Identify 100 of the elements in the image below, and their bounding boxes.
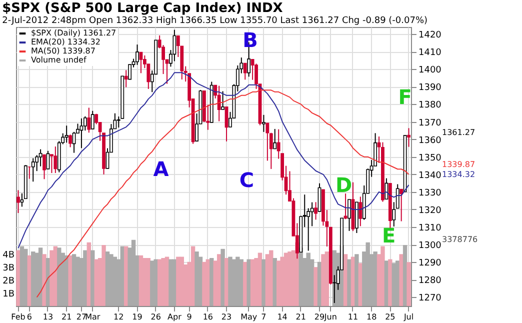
x-tick-label: Mar bbox=[85, 312, 101, 322]
x-tick-label: 18 bbox=[366, 312, 377, 322]
y-tick-label: 1290 bbox=[418, 258, 442, 269]
bar bbox=[262, 259, 266, 306]
candlestick bbox=[54, 146, 58, 174]
bar bbox=[68, 255, 72, 306]
candlestick bbox=[80, 118, 84, 149]
candlestick bbox=[273, 128, 277, 150]
bar bbox=[388, 259, 392, 306]
legend-label: Volume undef bbox=[31, 56, 86, 64]
y-tick-label: 1400 bbox=[418, 66, 442, 76]
annotation: B bbox=[242, 28, 258, 52]
y-tick-label: 1340 bbox=[418, 170, 442, 181]
candlestick bbox=[269, 132, 273, 170]
bar bbox=[102, 245, 106, 306]
y-tick-label: 1390 bbox=[418, 83, 442, 94]
x-tick-label: 13 bbox=[42, 312, 54, 322]
candlestick bbox=[87, 107, 91, 134]
x-tick-label: 26 bbox=[150, 312, 161, 322]
x-tick-label: 27 bbox=[76, 312, 87, 322]
candlestick bbox=[64, 125, 68, 144]
bar bbox=[406, 262, 411, 306]
x-tick-label: 29 bbox=[314, 312, 325, 322]
bar bbox=[236, 256, 240, 306]
y-tick-label: 1310 bbox=[418, 224, 442, 234]
bar bbox=[142, 258, 147, 306]
y-tick-label: 1320 bbox=[418, 206, 442, 216]
candlestick bbox=[262, 114, 266, 132]
candlestick bbox=[243, 62, 247, 80]
chart-title: $SPX (S&P 500 Large Cap Index) INDX bbox=[2, 1, 283, 16]
y2-tick-label: 3B bbox=[2, 264, 14, 274]
x-tick-label: 6 bbox=[26, 312, 32, 322]
x-tick-label: 14 bbox=[277, 312, 288, 322]
bar bbox=[347, 259, 352, 306]
bar bbox=[373, 252, 378, 306]
candlestick bbox=[266, 122, 270, 162]
bar bbox=[154, 259, 158, 306]
y2-tick-label: 4B bbox=[2, 250, 14, 261]
candlestick bbox=[42, 154, 46, 180]
annotation: A bbox=[153, 157, 170, 182]
y-tick-label: 1380 bbox=[418, 100, 442, 111]
x-tick-label: Feb bbox=[11, 312, 26, 322]
x-tick-label: 7 bbox=[261, 312, 266, 322]
candlestick bbox=[358, 196, 362, 227]
legend-label: EMA(20) 1334.32 bbox=[31, 38, 100, 46]
annotation: F bbox=[398, 85, 412, 110]
y-tick-label: 1410 bbox=[418, 48, 442, 58]
x-tick-label: 12 bbox=[114, 312, 124, 322]
bar bbox=[109, 254, 114, 306]
bar bbox=[168, 259, 173, 306]
y-tick-label: 1280 bbox=[418, 276, 442, 286]
bar bbox=[16, 250, 20, 306]
x-tick-label: 25 bbox=[385, 312, 396, 322]
bar bbox=[399, 254, 404, 306]
bar bbox=[321, 254, 326, 306]
bar bbox=[324, 252, 330, 306]
candlestick bbox=[139, 52, 143, 74]
candlestick bbox=[314, 202, 318, 220]
bar bbox=[176, 256, 180, 306]
y2-tick-label: 1B bbox=[2, 290, 14, 300]
bar bbox=[228, 256, 232, 306]
text: 1361.27 bbox=[442, 128, 476, 138]
text: 3378776 bbox=[442, 234, 478, 244]
y-tick-label: 1270 bbox=[418, 294, 442, 304]
bar bbox=[210, 258, 214, 306]
x-tick-label: Jun bbox=[323, 312, 337, 322]
candlestick bbox=[217, 85, 221, 122]
candlestick bbox=[221, 90, 224, 110]
bar bbox=[202, 262, 206, 306]
y2-tick-label: 2B bbox=[2, 276, 14, 287]
x-tick-label: 23 bbox=[221, 312, 232, 322]
text: 1334.32 bbox=[442, 170, 476, 179]
x-tick-label: 16 bbox=[202, 312, 214, 322]
y-tick-label: 1300 bbox=[418, 241, 442, 252]
annotation: C bbox=[239, 168, 254, 192]
line-series bbox=[36, 90, 410, 298]
bar bbox=[83, 250, 88, 306]
bar bbox=[94, 259, 98, 306]
x-tick-label: 21 bbox=[61, 312, 72, 322]
y-tick-label: 1360 bbox=[418, 136, 442, 146]
y-tick-label: 1350 bbox=[418, 153, 442, 164]
bar bbox=[288, 252, 292, 306]
legend-label: $SPX (Daily) 1361.27 bbox=[31, 28, 116, 38]
text: 1339.87 bbox=[442, 160, 476, 170]
bar bbox=[246, 259, 251, 306]
candlestick bbox=[400, 188, 404, 222]
x-tick-label: May bbox=[240, 312, 258, 322]
bar bbox=[76, 256, 80, 306]
annotation: E bbox=[382, 223, 396, 248]
bar bbox=[57, 248, 62, 306]
bar bbox=[314, 267, 318, 306]
annotation: D bbox=[336, 173, 352, 198]
candlestick bbox=[90, 110, 94, 130]
bar bbox=[354, 254, 359, 306]
x-tick-label: 11 bbox=[348, 312, 358, 322]
x-tick-label: 9 bbox=[186, 312, 192, 322]
y-tick-label: 1330 bbox=[418, 188, 442, 198]
candlestick bbox=[407, 128, 410, 148]
legend-label: MA(50) 1339.87 bbox=[31, 46, 96, 56]
bar bbox=[220, 248, 225, 306]
